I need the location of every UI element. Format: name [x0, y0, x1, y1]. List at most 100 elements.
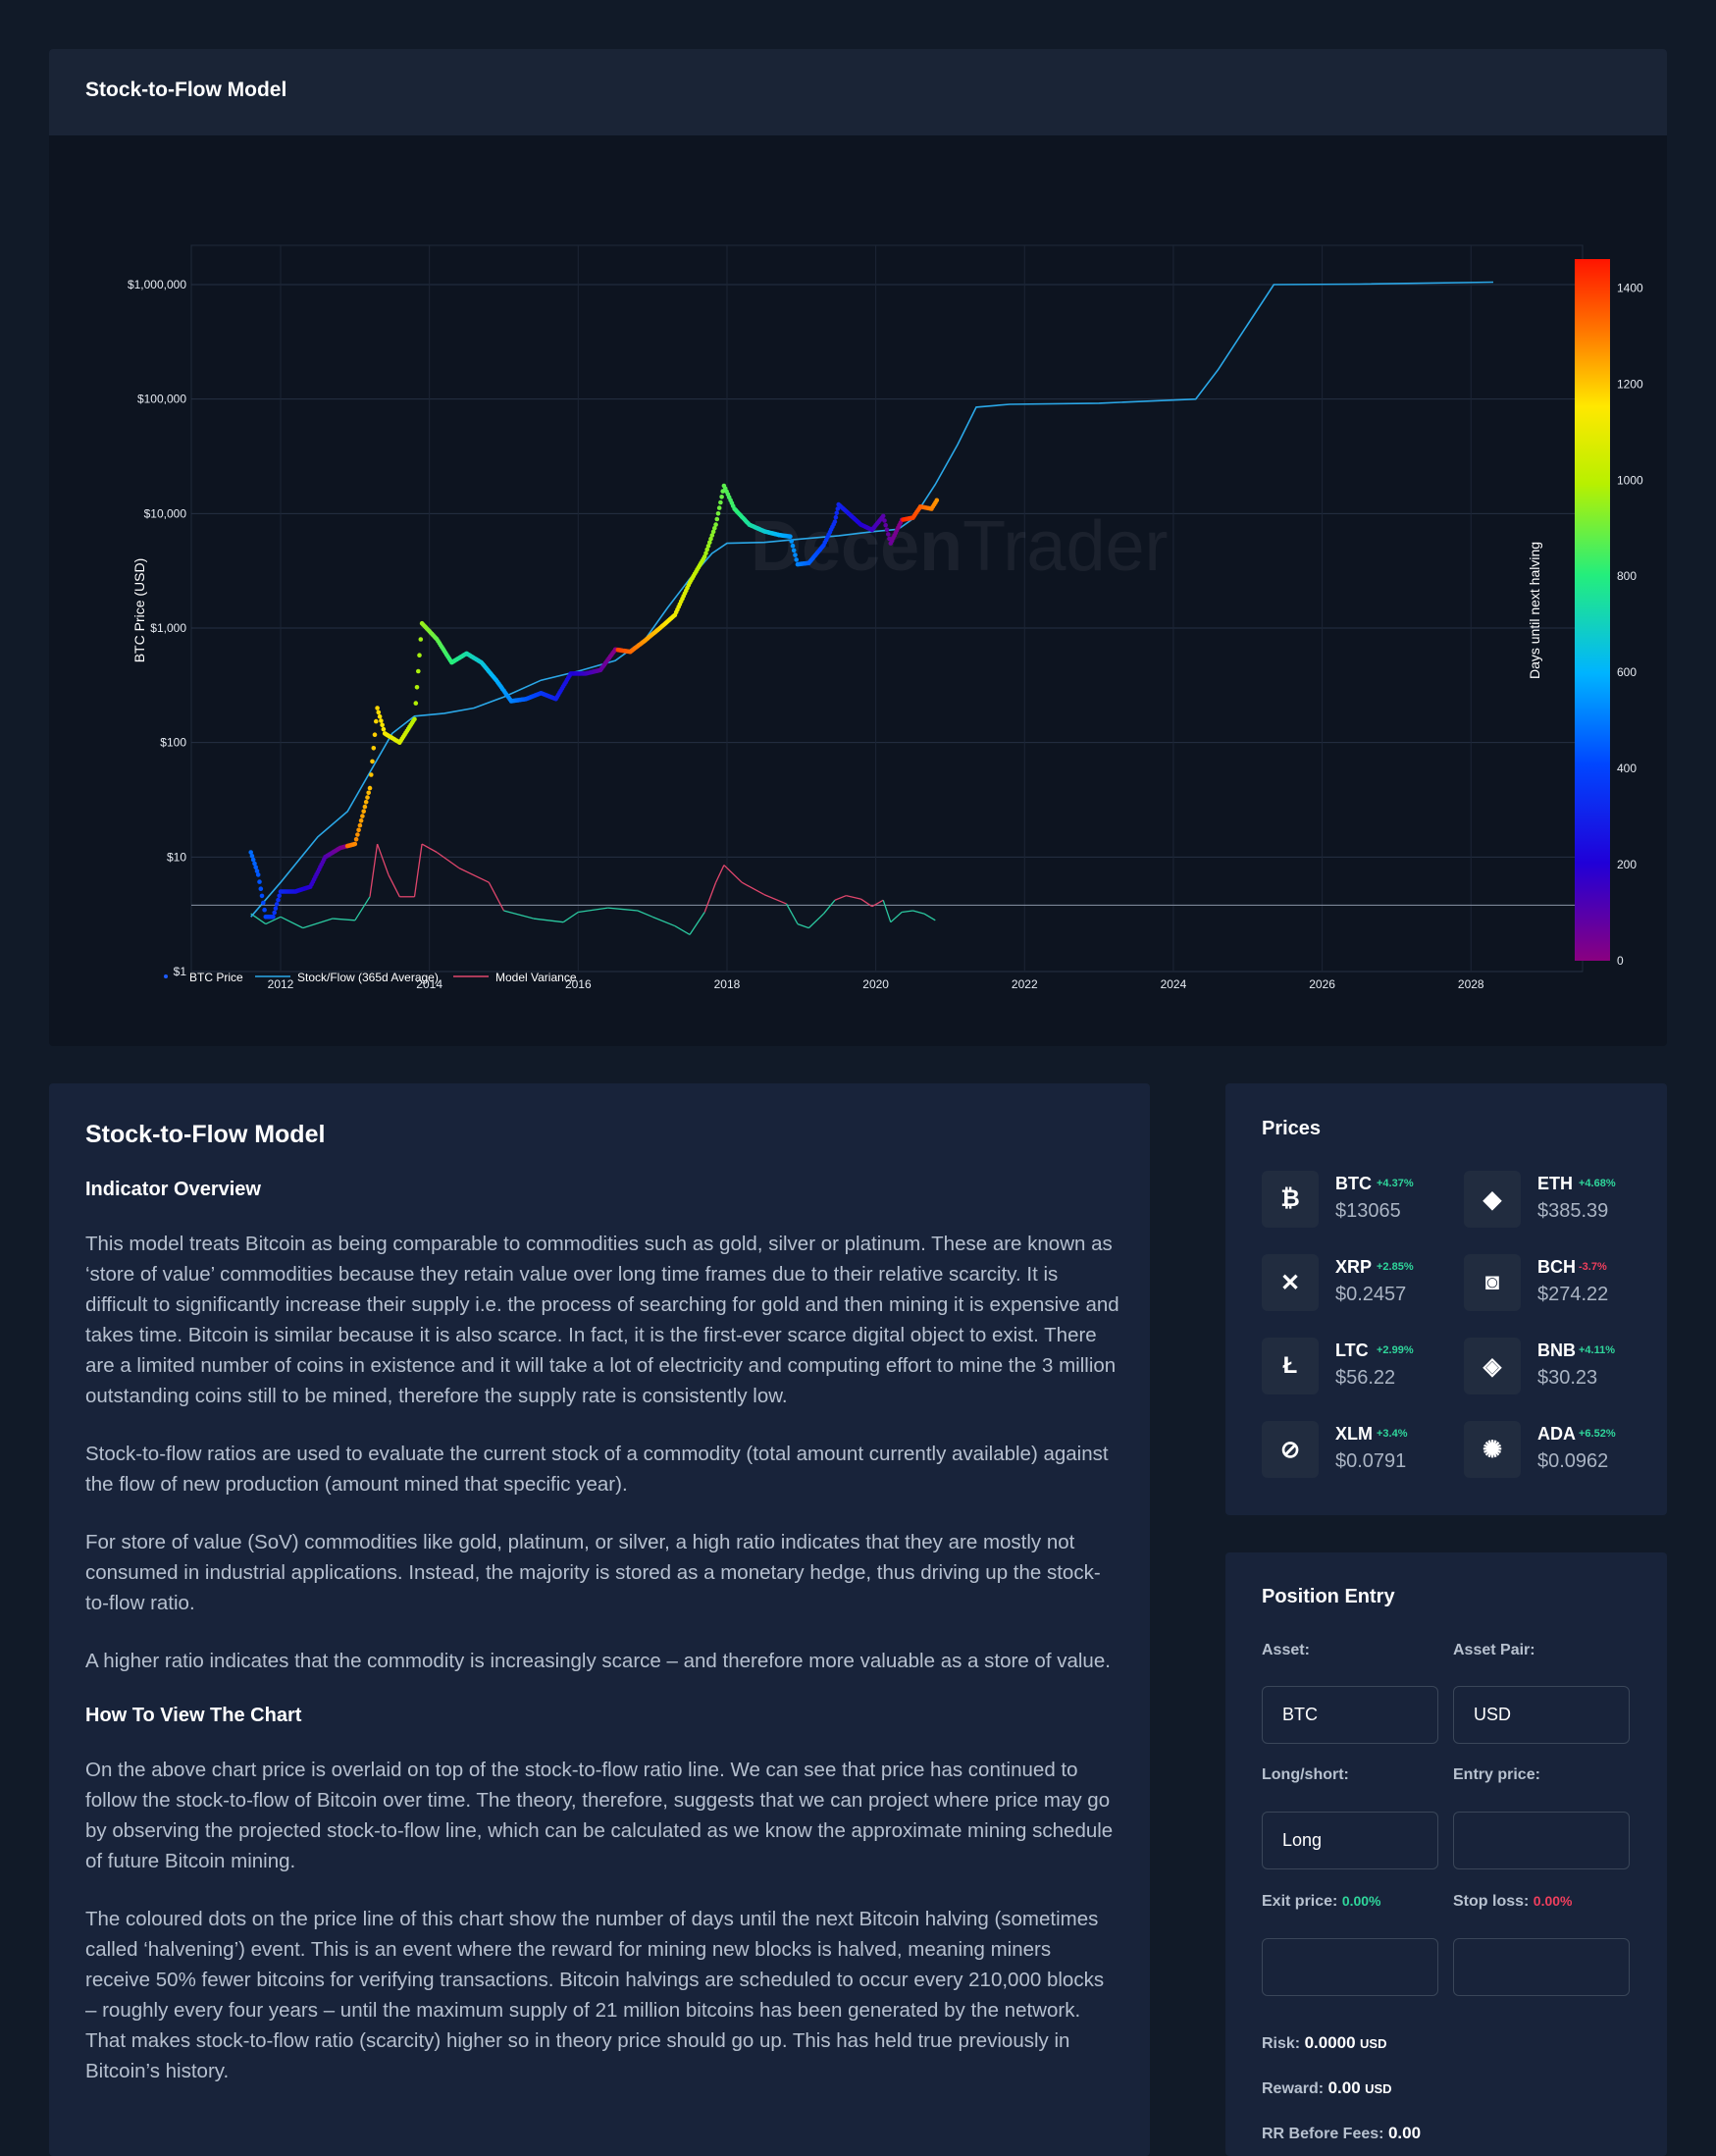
- btc-price-point: [710, 529, 716, 535]
- btc-price-point: [277, 893, 282, 899]
- btc-price-point: [353, 837, 359, 842]
- legend-stock-flow[interactable]: Stock/Flow (365d Average): [297, 971, 439, 984]
- variance-segment: [689, 912, 705, 935]
- btc-price-point: [709, 533, 715, 538]
- variance-segment: [436, 851, 460, 869]
- btc-price-point: [374, 718, 379, 724]
- coin-bch[interactable]: ◙ BCH -3.7% $274.22: [1464, 1251, 1660, 1314]
- btc-price-point: [716, 505, 722, 510]
- btc-price-point: [372, 732, 378, 737]
- btc-price-point: [376, 710, 382, 715]
- btc-price-point: [719, 495, 724, 500]
- overview-paragraph-3: For store of value (SoV) commodities lik…: [85, 1531, 1101, 1614]
- colorbar-tick-label: 200: [1617, 858, 1637, 871]
- btc-price-point: [255, 872, 261, 877]
- btc-price-point: [274, 902, 280, 907]
- btc-price-point: [793, 552, 798, 557]
- btc-price-point: [702, 554, 707, 559]
- btc-price-point: [369, 772, 374, 777]
- colorbar-tick-label: 1000: [1617, 473, 1643, 487]
- coin-xlm[interactable]: ⊘ XLM +3.4% $0.0791: [1262, 1418, 1458, 1481]
- btc-price-point: [273, 906, 279, 911]
- btc-price-point: [248, 850, 253, 855]
- variance-segment: [882, 900, 892, 922]
- btc-price-point: [363, 800, 369, 805]
- btc-price-point: [262, 907, 267, 913]
- bitcoin-icon: ₿: [1262, 1171, 1319, 1228]
- x-tick-label: 2012: [268, 977, 294, 991]
- litecoin-icon: Ł: [1262, 1338, 1319, 1394]
- overview-paragraph-4: A higher ratio indicates that the commod…: [85, 1650, 1111, 1672]
- stellar-icon: ⊘: [1262, 1421, 1319, 1478]
- long-short-select[interactable]: [1262, 1812, 1438, 1869]
- article-panel: Stock-to-Flow Model Indicator Overview T…: [49, 1083, 1150, 2156]
- x-tick-label: 2018: [714, 977, 741, 991]
- s2f-chart[interactable]: DecenTrader $1 $10 $100 $1,000 $10,000 $100,0…: [49, 135, 1667, 1046]
- y-tick-label: $100: [160, 736, 186, 750]
- btc-price-point: [355, 832, 360, 837]
- indicator-overview-heading: Indicator Overview: [85, 1179, 261, 1200]
- coin-change: +2.99%: [1377, 1344, 1414, 1356]
- chart-legend[interactable]: BTC Price Stock/Flow (365d Average) Mode…: [164, 971, 577, 984]
- legend-model-variance[interactable]: Model Variance: [495, 971, 577, 984]
- risk-value: 0.0000: [1304, 2033, 1356, 2052]
- x-tick-label: 2022: [1012, 977, 1038, 991]
- btc-price-point: [381, 726, 387, 732]
- variance-segment: [376, 843, 390, 875]
- coin-price: $13065: [1335, 1200, 1401, 1222]
- btc-price-point: [356, 827, 361, 833]
- btc-price-point: [790, 543, 796, 549]
- coin-symbol: BNB: [1537, 1341, 1576, 1360]
- colorbar-tick-label: 800: [1617, 569, 1637, 583]
- legend-btc-price[interactable]: BTC Price: [189, 971, 243, 984]
- risk-unit: USD: [1360, 2036, 1387, 2051]
- variance-segment: [333, 918, 355, 921]
- variance-segment: [280, 916, 304, 929]
- btc-price-point: [718, 500, 723, 505]
- asset-input[interactable]: [1262, 1686, 1438, 1744]
- colorbar-ticks: 0 200 400 600 800 1000 1200 1400: [1617, 281, 1643, 968]
- coin-xrp[interactable]: ✕ XRP +2.85% $0.2457: [1262, 1251, 1458, 1314]
- coin-symbol: BTC: [1335, 1174, 1372, 1193]
- coin-ltc[interactable]: Ł LTC +2.99% $56.22: [1262, 1335, 1458, 1397]
- btc-price-point: [377, 713, 383, 719]
- btc-price-point: [789, 539, 794, 544]
- bitcoin-cash-icon: ◙: [1464, 1254, 1521, 1311]
- variance-segment: [607, 907, 639, 912]
- btc-price-point: [833, 514, 839, 520]
- coin-ada[interactable]: ✺ ADA +6.52% $0.0962: [1464, 1418, 1660, 1481]
- coin-bnb[interactable]: ◈ BNB +4.11% $30.23: [1464, 1335, 1660, 1397]
- colorbar-tick-label: 0: [1617, 954, 1624, 968]
- position-entry-title: Position Entry: [1262, 1586, 1395, 1607]
- coin-btc[interactable]: ₿ BTC +4.37% $13065: [1262, 1168, 1458, 1231]
- view-paragraph-2: The coloured dots on the price line of t…: [85, 1908, 1105, 2082]
- variance-segment: [369, 843, 379, 897]
- variance-segment: [651, 916, 676, 927]
- btc-price-point: [883, 522, 888, 528]
- x-tick-label: 2026: [1309, 977, 1335, 991]
- reward-label: Reward:: [1262, 2080, 1325, 2097]
- variance-segment: [302, 918, 334, 929]
- btc-price-point: [417, 653, 422, 657]
- colorbar-tick-label: 1200: [1617, 377, 1643, 391]
- variance-segment: [250, 913, 267, 925]
- stop-loss-input[interactable]: [1453, 1938, 1630, 1996]
- coin-eth[interactable]: ◆ ETH +4.68% $385.39: [1464, 1168, 1660, 1231]
- y-tick-label: $1: [174, 965, 187, 978]
- risk-summary: Risk: 0.0000 USD: [1262, 2033, 1386, 2053]
- btc-price-point: [366, 790, 372, 796]
- btc-price-point: [271, 915, 276, 920]
- btc-price-point: [258, 886, 264, 891]
- exit-price-input[interactable]: [1262, 1938, 1438, 1996]
- variance-segment: [834, 895, 847, 901]
- variance-segment: [413, 843, 423, 897]
- btc-price-point: [412, 716, 417, 722]
- asset-pair-input[interactable]: [1453, 1686, 1630, 1744]
- y-axis-title: BTC Price (USD): [131, 558, 147, 663]
- rr-value: 0.00: [1387, 2124, 1422, 2142]
- chart-card-header: Stock-to-Flow Model: [49, 49, 1667, 135]
- entry-price-label: Entry price:: [1453, 1766, 1540, 1783]
- coin-symbol: XLM: [1335, 1424, 1373, 1444]
- entry-price-input[interactable]: [1453, 1812, 1630, 1869]
- btc-price-point: [253, 865, 258, 870]
